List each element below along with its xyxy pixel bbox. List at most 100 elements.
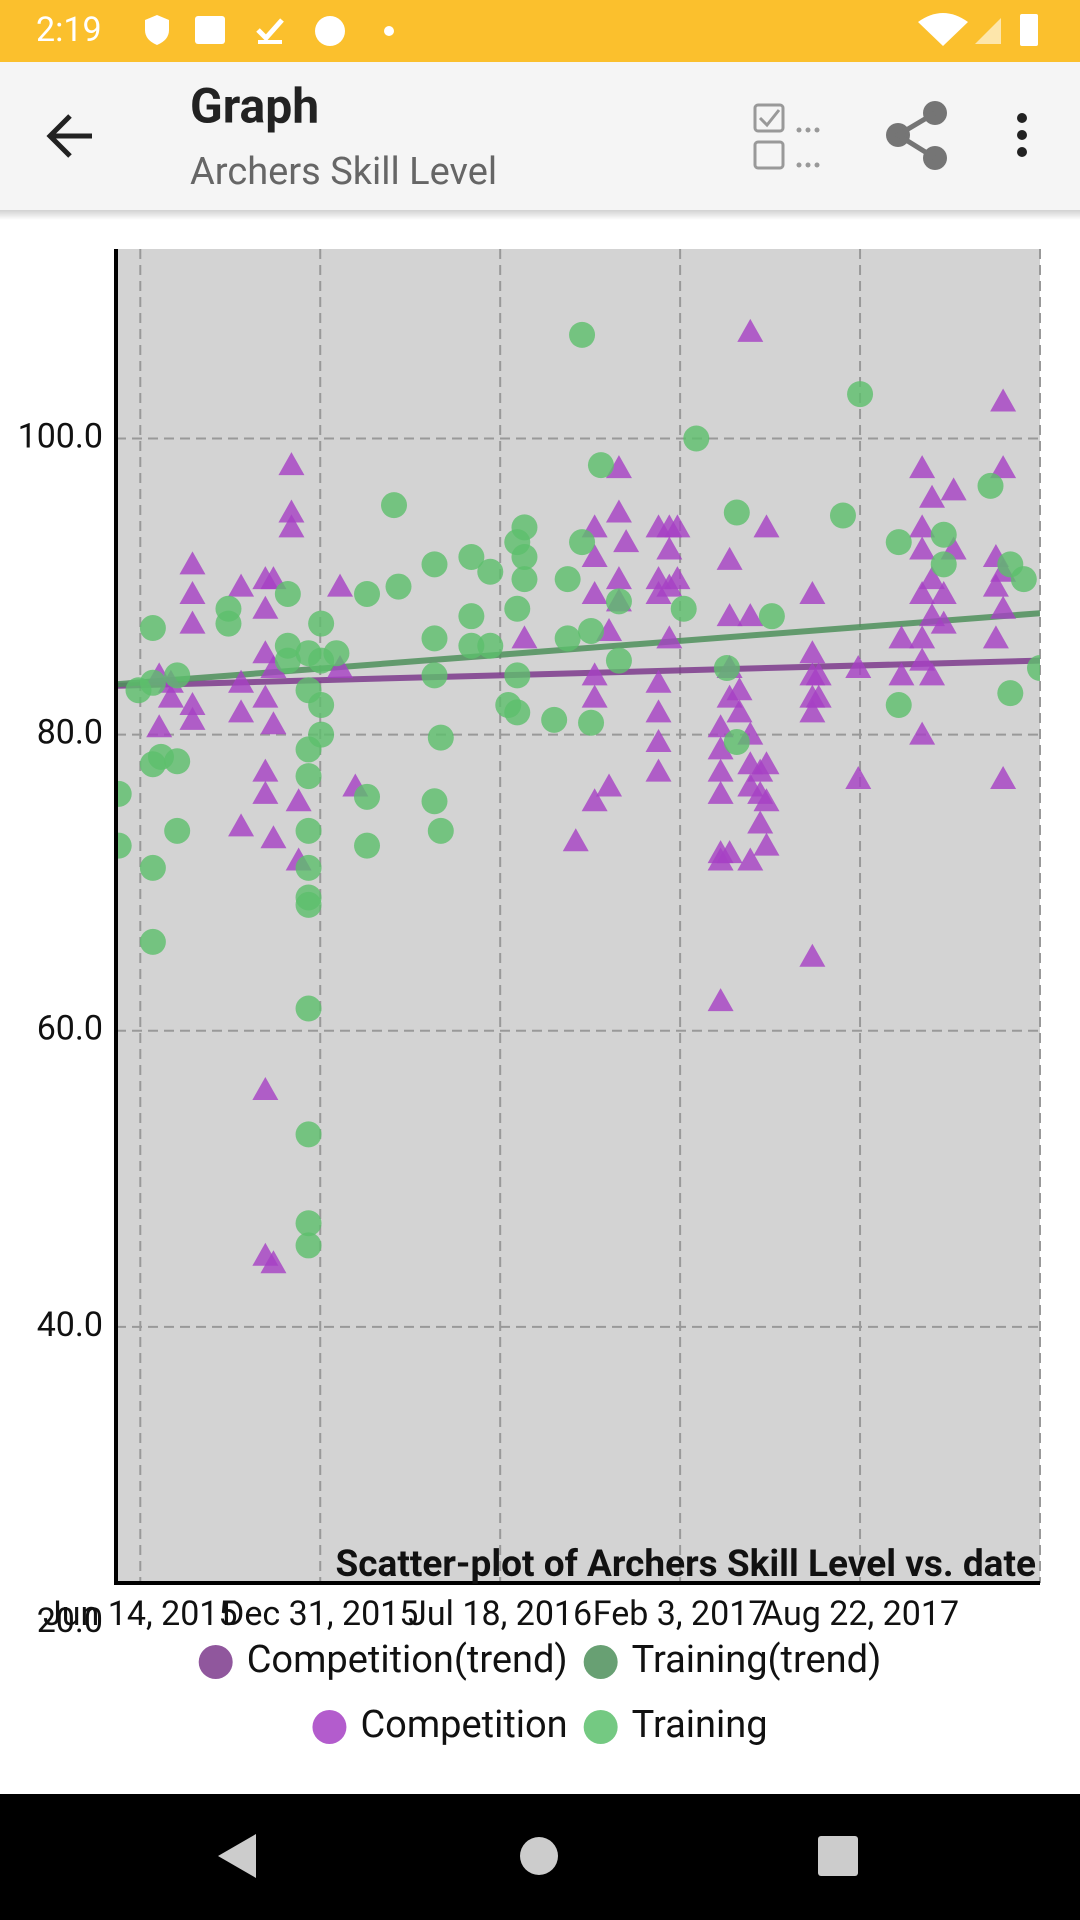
data-point [716, 603, 743, 627]
legend-label: Competition [360, 1703, 567, 1747]
data-point [308, 721, 335, 748]
data-point [888, 625, 915, 649]
data-point [596, 773, 623, 797]
back-button[interactable] [46, 114, 92, 158]
data-point [295, 854, 322, 881]
data-point [308, 692, 335, 719]
data-point [116, 780, 132, 807]
data-point [726, 699, 753, 723]
data-point [569, 321, 596, 348]
status-time: 2:19 [36, 10, 102, 50]
data-point [799, 699, 826, 723]
nav-home[interactable] [520, 1837, 558, 1875]
chart-title: Scatter-plot of Archers Skill Level vs. … [336, 1543, 1037, 1586]
data-point [930, 610, 957, 634]
data-point [982, 625, 1009, 649]
data-point [578, 617, 605, 644]
data-point [252, 1076, 279, 1100]
data-point [737, 603, 764, 627]
nav-recents[interactable] [818, 1836, 858, 1876]
data-point [581, 580, 608, 604]
data-point [260, 825, 287, 849]
data-point [716, 546, 743, 570]
data-point [645, 729, 672, 753]
data-point [228, 573, 255, 597]
legend-swatch [198, 1645, 233, 1679]
data-point [554, 566, 581, 593]
data-point [252, 684, 279, 708]
data-point [645, 580, 672, 604]
data-point [605, 566, 632, 590]
data-point [139, 615, 166, 642]
data-point [252, 758, 279, 782]
data-point [997, 680, 1024, 707]
data-point [845, 766, 872, 790]
data-point [354, 832, 381, 859]
data-point [458, 632, 485, 659]
data-point [179, 692, 206, 716]
trend-line [116, 657, 1040, 689]
data-point [713, 655, 740, 682]
data-point [707, 988, 734, 1012]
y-tick-label: 60.0 [37, 1009, 103, 1049]
status-bar [0, 0, 1080, 62]
data-point [354, 783, 381, 810]
data-point [179, 610, 206, 634]
data-point [458, 603, 485, 630]
data-point [157, 684, 184, 708]
data-point [260, 655, 287, 679]
legend-label: Training [632, 1703, 768, 1747]
data-point [511, 543, 538, 570]
x-tick-label: Dec 31, 2015 [222, 1594, 418, 1634]
data-point [707, 758, 734, 782]
more-button[interactable] [1017, 113, 1027, 157]
data-point [799, 943, 826, 967]
x-tick-label: Feb 3, 2017 [593, 1594, 768, 1634]
data-point [274, 580, 301, 607]
data-point [569, 529, 596, 556]
data-point [799, 580, 826, 604]
data-point [1010, 566, 1037, 593]
legend-label: Training(trend) [632, 1638, 882, 1682]
data-point [977, 472, 1004, 499]
data-point [799, 640, 826, 664]
x-tick-label: Jun 14, 2015 [43, 1594, 238, 1634]
data-point [581, 662, 608, 686]
data-point [888, 662, 915, 686]
data-point [511, 566, 538, 593]
data-point [716, 840, 743, 864]
data-point [295, 763, 322, 790]
data-point [504, 699, 531, 726]
data-point [252, 780, 279, 804]
data-point [656, 536, 683, 560]
y-tick-label: 80.0 [37, 713, 103, 753]
data-point [511, 625, 538, 649]
data-point [845, 655, 872, 679]
data-point [252, 640, 279, 664]
data-point [278, 499, 305, 523]
data-point [581, 543, 608, 567]
data-point [829, 502, 856, 529]
data-point [909, 580, 936, 604]
plot-area [116, 249, 1040, 1583]
toolbar-title: Graph [190, 78, 319, 135]
data-point [990, 595, 1017, 619]
legend-item: Competition(trend) [198, 1638, 568, 1682]
toolbar-shadow [0, 210, 1080, 220]
data-point [930, 580, 957, 604]
data-point [753, 788, 780, 812]
data-point [252, 595, 279, 619]
data-point [909, 647, 936, 671]
data-point [805, 684, 832, 708]
data-point [427, 724, 454, 751]
data-point [919, 566, 946, 590]
data-point [381, 492, 408, 519]
data-point [909, 536, 936, 560]
data-point [511, 514, 538, 541]
nav-back[interactable] [218, 1834, 256, 1878]
select-button[interactable] [753, 103, 820, 170]
share-button[interactable] [886, 101, 947, 170]
data-point [146, 714, 173, 738]
data-point [982, 573, 1009, 597]
